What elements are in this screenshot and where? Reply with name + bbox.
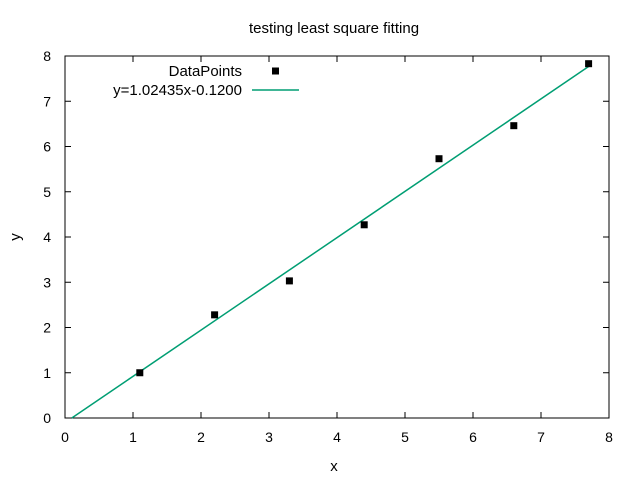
data-point [510, 122, 518, 130]
x-tick-label: 8 [605, 429, 613, 445]
x-tick-label: 4 [333, 429, 341, 445]
legend-label-datapoints: DataPoints [169, 63, 242, 80]
y-tick-label: 5 [43, 184, 51, 200]
x-tick-label: 3 [265, 429, 273, 445]
data-point [285, 277, 293, 285]
y-tick-label: 7 [43, 93, 51, 109]
plot-frame [64, 55, 610, 419]
legend: DataPoints y=1.02435x-0.1200 [113, 63, 299, 99]
x-axis-label: x [330, 458, 338, 475]
x-tick-label: 5 [401, 429, 409, 445]
y-tick-label: 8 [43, 48, 51, 64]
y-tick-label: 3 [43, 274, 51, 290]
legend-label-fit-line: y=1.02435x-0.1200 [113, 82, 242, 99]
y-tick-label: 1 [43, 365, 51, 381]
chart-title: testing least square fitting [249, 20, 419, 37]
data-point [136, 369, 144, 377]
x-tick-label: 1 [129, 429, 137, 445]
fit-line [71, 65, 590, 419]
x-tick-label: 7 [537, 429, 545, 445]
y-tick-label: 6 [43, 139, 51, 155]
data-point [585, 60, 593, 68]
x-tick-label: 0 [61, 429, 69, 445]
tick-labels: 0 1 2 3 4 5 6 7 8 0 1 2 3 4 5 6 7 8 [43, 48, 613, 445]
legend-marker-datapoints [272, 67, 279, 75]
series-layer [71, 60, 593, 419]
data-point [360, 221, 368, 229]
y-tick-label: 4 [43, 229, 51, 245]
y-tick-label: 0 [43, 410, 51, 426]
y-tick-label: 2 [43, 320, 51, 336]
y-axis-label: y [7, 233, 24, 241]
data-point [435, 155, 443, 163]
x-tick-label: 2 [197, 429, 205, 445]
x-tick-label: 6 [469, 429, 477, 445]
data-point [211, 311, 219, 319]
